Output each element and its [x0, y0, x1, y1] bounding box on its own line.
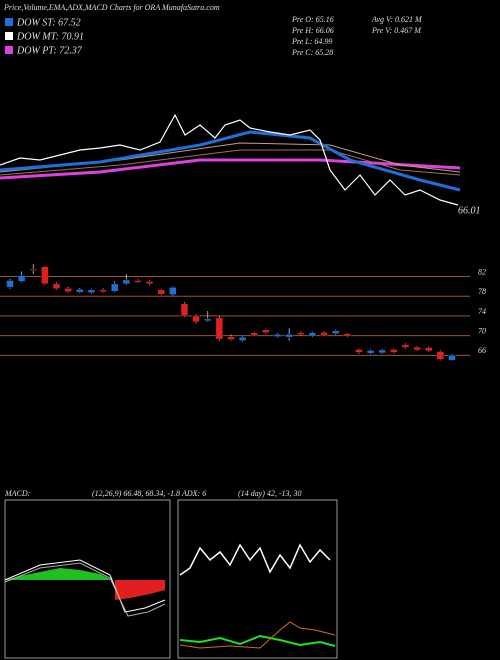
- ema-line: [0, 149, 461, 176]
- candle-body: [76, 289, 84, 293]
- info: Pre V: 0.467 M: [371, 26, 422, 35]
- candle-body: [390, 349, 398, 353]
- candle-body: [297, 332, 305, 335]
- candle-body: [378, 349, 386, 354]
- ema-panel: [0, 113, 461, 206]
- macd-line: [4, 559, 166, 613]
- info: Pre H: 66.06: [291, 26, 334, 35]
- candle-body: [436, 351, 445, 360]
- title: Price,Volume,EMA,ADX,MACD Charts for ORA…: [3, 3, 220, 12]
- macd-params: (12,26,9) 66.48, 68.34, -1.8: [92, 489, 180, 498]
- info: Avg V: 0.621 M: [371, 15, 423, 24]
- candle-body: [157, 289, 165, 295]
- candle-body: [180, 303, 189, 317]
- y-tick-label: 74: [478, 307, 486, 316]
- ema-line: [0, 158, 461, 180]
- candle-body: [308, 332, 317, 337]
- signal-line: [4, 562, 166, 617]
- candle-body: [192, 315, 200, 323]
- candle-body: [238, 336, 247, 341]
- candle-body: [401, 344, 410, 348]
- candle-body: [87, 289, 96, 293]
- legend-entry: DOW PT: 72.37: [16, 45, 83, 56]
- candle-body: [366, 350, 375, 354]
- macd-label: MACD:: [4, 489, 31, 498]
- candle-body: [227, 336, 235, 340]
- candle-body: [413, 346, 421, 351]
- adx-label: ADX: 6: [181, 489, 206, 498]
- candle-body: [448, 355, 456, 361]
- candle-body: [110, 283, 119, 292]
- candle-body: [424, 347, 433, 352]
- candle-body: [99, 289, 107, 293]
- price-panel: 82 78 74 70 66: [0, 264, 486, 361]
- adx-params: (14 day) 42, -13, 30: [238, 489, 302, 498]
- candle-body: [273, 333, 282, 337]
- candle-body: [145, 281, 154, 285]
- y-tick-label: 66: [478, 346, 486, 355]
- candle-body: [64, 288, 72, 293]
- candle-body: [355, 349, 363, 353]
- macd-histogram: [5, 568, 112, 580]
- legend-entry: DOW ST: 67.52: [16, 17, 81, 28]
- info: Pre C: 65.28: [291, 48, 333, 57]
- legend-swatch: [5, 46, 13, 54]
- legend-swatch: [5, 18, 13, 26]
- candle-body: [320, 331, 328, 336]
- plus-di-line: [179, 634, 336, 647]
- y-tick-label: 70: [478, 326, 486, 335]
- legend-swatch: [5, 32, 13, 40]
- candle-body: [262, 329, 270, 333]
- candle-body: [169, 287, 177, 295]
- candle-body: [343, 333, 352, 337]
- candle-body: [250, 332, 259, 336]
- adx-line: [179, 543, 331, 576]
- candle-body: [6, 280, 14, 288]
- ema-line: [0, 130, 461, 192]
- adx-panel: [177, 499, 338, 659]
- candle-body: [52, 283, 61, 290]
- candle-body: [134, 280, 142, 283]
- candle-body: [331, 330, 340, 334]
- legend-entry: DOW MT: 70.91: [16, 31, 84, 42]
- candle-body: [285, 333, 293, 338]
- candle-body: [29, 268, 38, 271]
- info: Pre O: 65.16: [291, 15, 334, 24]
- y-tick-label: 82: [478, 267, 486, 276]
- last-price: 66.01: [458, 205, 481, 216]
- candle-body: [17, 275, 26, 282]
- candle-body: [41, 266, 49, 285]
- candle-body: [203, 318, 212, 322]
- info: Pre L: 64.99: [291, 37, 332, 46]
- macd-histogram: [115, 580, 165, 600]
- candle-body: [215, 317, 224, 340]
- price-line: [0, 113, 459, 206]
- y-tick-label: 78: [478, 287, 486, 296]
- minus-di-line: [179, 621, 336, 649]
- candle-body: [122, 279, 131, 285]
